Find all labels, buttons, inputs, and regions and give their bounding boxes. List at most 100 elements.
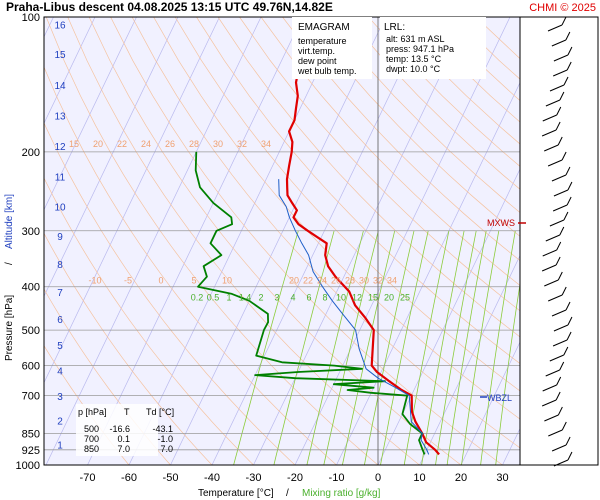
wind-barb-flag (557, 406, 563, 416)
dry-adiabat-label: 30 (213, 139, 223, 149)
mixing-ratio-line (273, 230, 335, 465)
table-row-t: 0.1 (117, 434, 130, 444)
wind-barb (553, 54, 569, 62)
x-tick-label: 0 (375, 472, 381, 484)
wind-barb (542, 384, 557, 392)
mixing-ratio-upper-label: 22 (303, 276, 313, 286)
altitude-tick-label: 5 (57, 341, 63, 352)
wind-barb-flag (563, 346, 569, 356)
dry-adiabat-label: 28 (189, 139, 199, 149)
lrl-temp: temp: 13.5 °C (386, 54, 442, 64)
wind-barb (541, 129, 557, 137)
wind-barb (552, 69, 568, 77)
mixing-ratio-upper-label: 32 (373, 276, 383, 286)
dry-adiabat-label: 34 (261, 139, 271, 149)
wind-barb-flag (565, 436, 571, 446)
y-axis-label: Pressure [hPa] (4, 295, 15, 361)
wind-barb-flag (557, 136, 563, 146)
table-row-t: -16.6 (109, 424, 130, 434)
altitude-tick-label: 13 (54, 112, 66, 123)
y-axis-label-altitude: Altitude [km] (4, 194, 15, 249)
wbzl-label: WBZL (487, 393, 512, 403)
wind-barb (542, 249, 557, 257)
table-header-td: Td [°C] (146, 407, 174, 417)
table-row-td: -1.0 (157, 434, 173, 444)
y-axis-separator: / (4, 262, 15, 265)
altitude-tick-label: 9 (57, 232, 63, 243)
levels-table: p [hPa] T Td [°C] 500 -16.6 -43.1 700 0.… (76, 404, 174, 456)
wind-barb (551, 39, 567, 47)
legend: EMAGRAM temperature virt.temp. dew point… (292, 17, 372, 79)
background-grid (44, 17, 520, 465)
mixing-ratio-line (306, 230, 364, 465)
wind-barb-flag (555, 391, 561, 401)
dry-adiabat-line (239, 17, 520, 312)
mixing-ratio-label: 20 (384, 293, 394, 303)
legend-title: EMAGRAM (298, 22, 350, 33)
wind-barb-flag (556, 241, 562, 251)
isotherm-line (419, 254, 520, 465)
wind-barb (545, 99, 561, 107)
table-row-p: 850 (84, 444, 99, 454)
mixing-ratio-label: 1.4 (239, 293, 252, 303)
mixing-ratio-upper-label: 20 (289, 276, 299, 286)
altitude-tick-label: 1 (57, 441, 63, 452)
wind-barb-flag (559, 91, 565, 101)
wind-barb-flag (561, 421, 567, 431)
isotherm-line (460, 341, 520, 465)
altitude-tick-label: 11 (55, 172, 66, 183)
legend-item-temperature: temperature (298, 36, 347, 46)
y-tick-label: 925 (22, 445, 40, 457)
altitude-tick-label: 8 (57, 260, 63, 271)
wind-barb (545, 369, 560, 377)
x-tick-label: -30 (246, 472, 262, 484)
wind-barb (549, 354, 565, 362)
altitude-tick-label: 16 (54, 21, 66, 32)
wind-barb-flag (555, 256, 561, 266)
x-tick-label: -60 (121, 472, 137, 484)
table-row-t: 7.0 (117, 444, 130, 454)
y-tick-label: 200 (22, 147, 40, 159)
lrl-box: LRL: alt: 631 m ASL press: 947.1 hPa tem… (380, 17, 486, 79)
isotherm-line (128, 17, 345, 465)
mixing-ratio-upper-label: 30 (359, 276, 369, 286)
wind-barb-flag (565, 166, 571, 176)
dry-adiabat-label: 32 (237, 139, 247, 149)
wind-barb-flag (565, 301, 571, 311)
table-row-td: 7.0 (160, 444, 173, 454)
wind-barb (553, 459, 569, 467)
dry-adiabat-mid-label: 10 (222, 276, 232, 286)
mixing-ratio-line (480, 230, 516, 465)
wind-barb-flag (565, 31, 571, 41)
wind-barb-flag (566, 196, 572, 206)
y-axis-title: Pressure [hPa] / Altitude [km] (4, 194, 15, 361)
series-dew-point (194, 151, 426, 455)
x-axis-label-mixing: Mixing ratio [g/kg] (302, 488, 381, 499)
mixing-ratio-upper-label: 34 (387, 276, 397, 286)
profiles (194, 17, 440, 456)
x-tick-label: -40 (204, 472, 220, 484)
lrl-pressure: press: 947.1 hPa (386, 44, 454, 54)
wind-barb (544, 279, 559, 287)
mixing-ratio-line (495, 281, 520, 465)
table-header-p: p [hPa] (78, 407, 107, 417)
wind-barb-flag (567, 181, 573, 191)
x-tick-label: 30 (496, 472, 508, 484)
mixing-ratio-label: 15 (368, 293, 378, 303)
mixing-ratio-upper-label: 24 (317, 276, 327, 286)
wind-barb (551, 309, 567, 317)
altitude-tick-label: 14 (54, 81, 66, 92)
table-header-t: T (124, 407, 130, 417)
chart-title: Praha-Libus descent 04.08.2025 13:15 UTC… (6, 0, 333, 14)
wind-barb-flag (561, 151, 567, 161)
wind-barb-flag (567, 451, 573, 461)
isotherm-line (44, 17, 179, 298)
wind-barb (552, 204, 568, 212)
altitude-tick-label: 10 (54, 203, 66, 214)
mixing-ratio-label: 4 (290, 293, 295, 303)
wind-barb-flag (563, 76, 569, 86)
wind-barb-flag (567, 316, 573, 326)
series-temperature (285, 17, 440, 456)
